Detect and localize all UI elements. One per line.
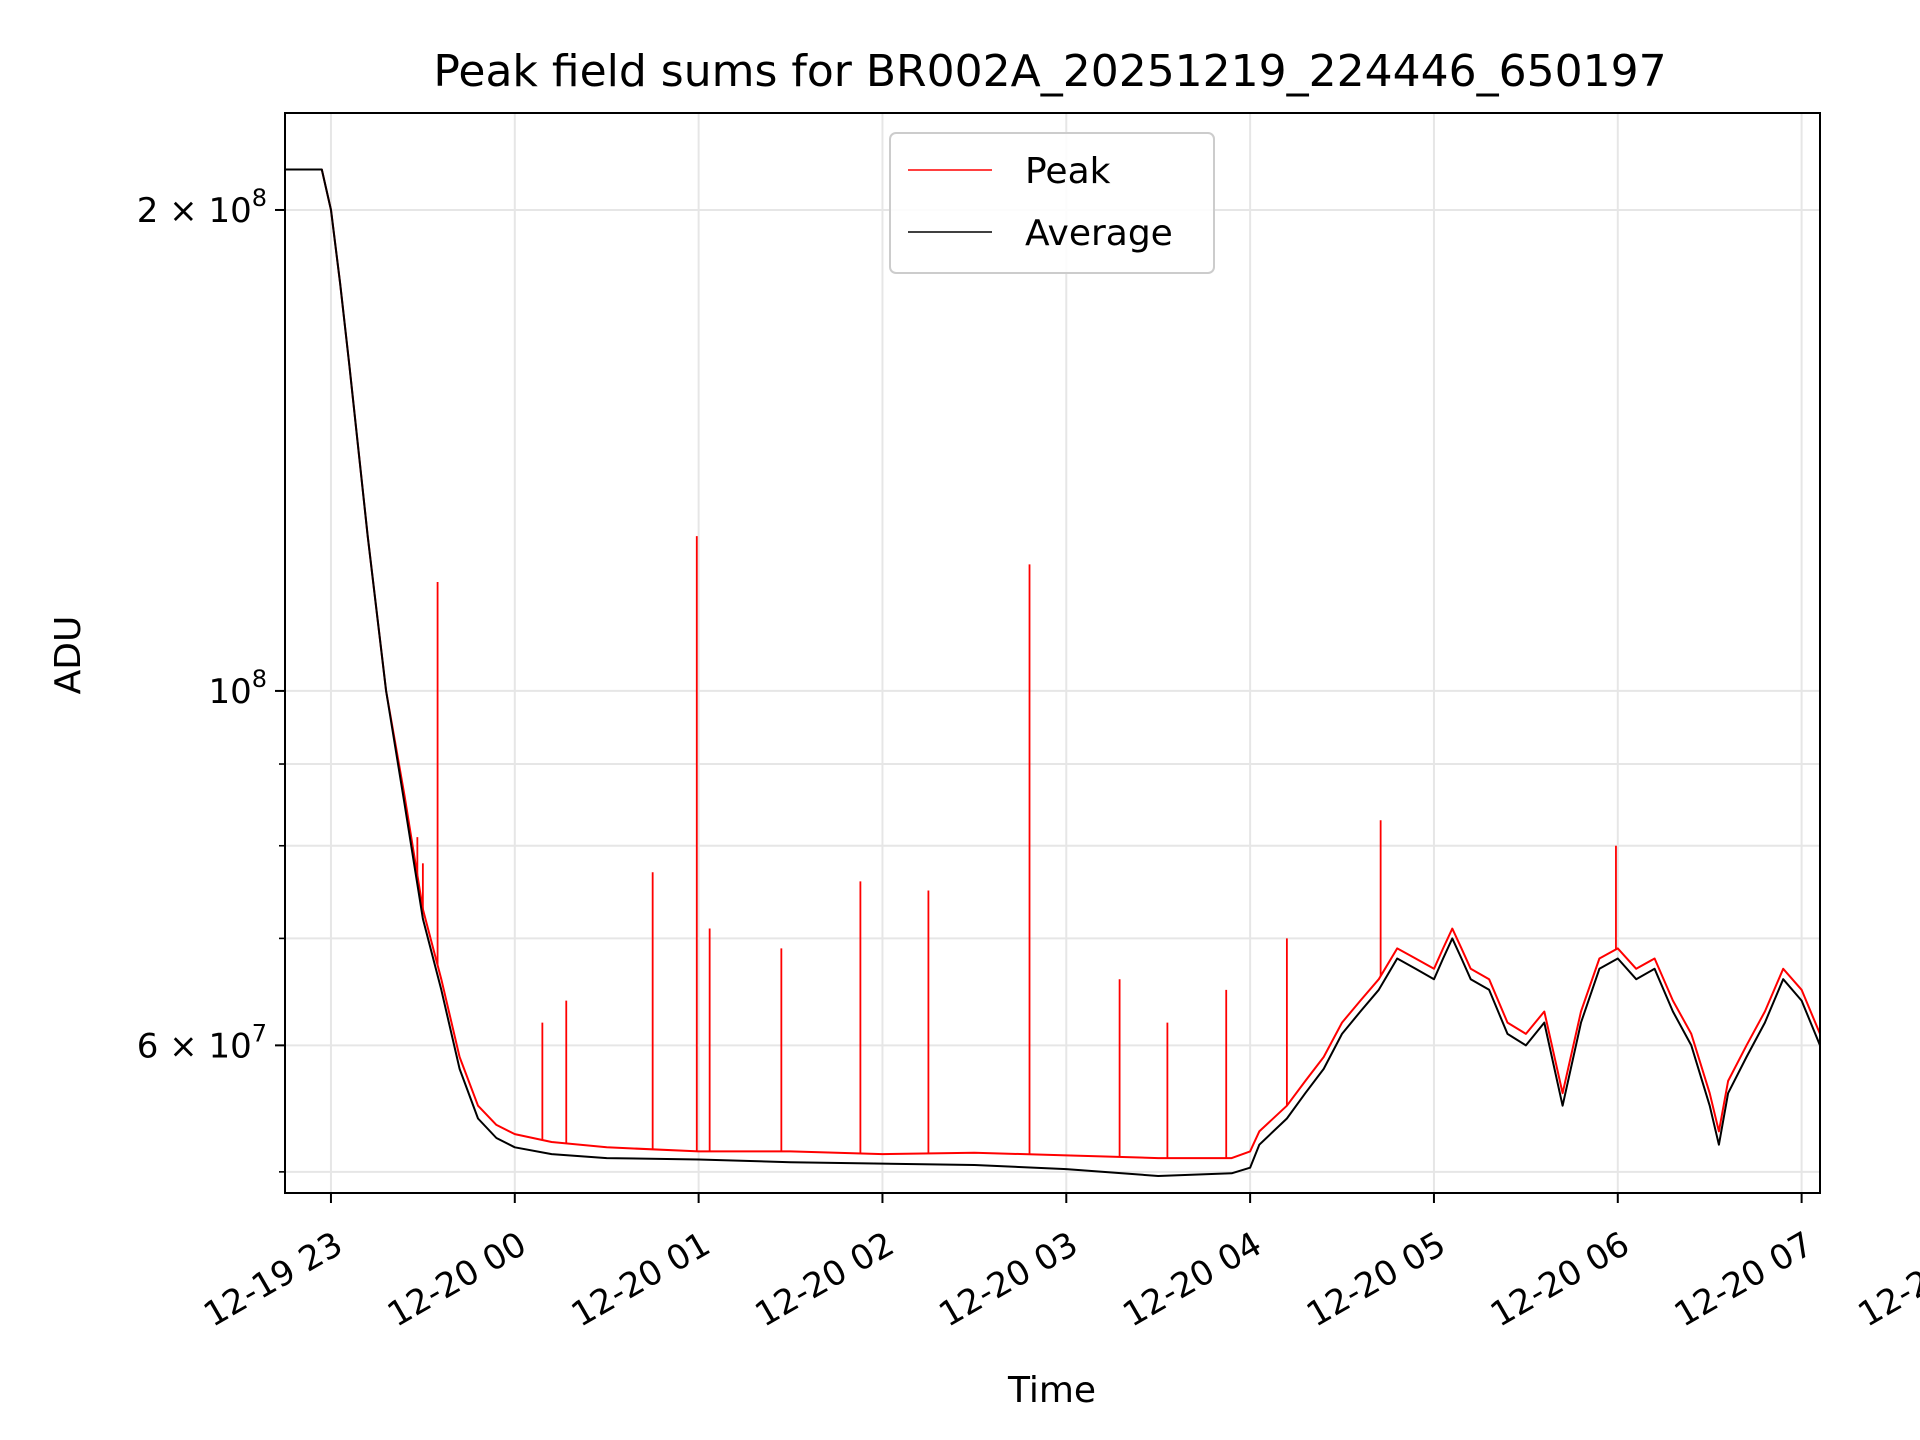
plot-frame [284, 112, 1821, 1194]
series-group [285, 168, 1820, 1177]
legend: Peak Average [889, 132, 1215, 274]
series-average-line [285, 168, 1820, 1177]
chart-title: Peak field sums for BR002A_20251219_2244… [433, 46, 1666, 97]
x-axis-label: Time [1007, 1370, 1096, 1411]
legend-box [889, 132, 1215, 274]
legend-peak-label: Peak [1025, 151, 1111, 192]
y-tick-label: 108 [208, 665, 267, 712]
y-tick-label: 6 × 107 [137, 1019, 267, 1066]
series-peak-line [285, 168, 1820, 1160]
y-ticks: 108 2 × 108 6 × 107 [137, 184, 285, 1173]
y-tick-label: 2 × 108 [137, 184, 267, 231]
y-axis-label: ADU [48, 616, 89, 695]
legend-average-label: Average [1025, 213, 1173, 254]
